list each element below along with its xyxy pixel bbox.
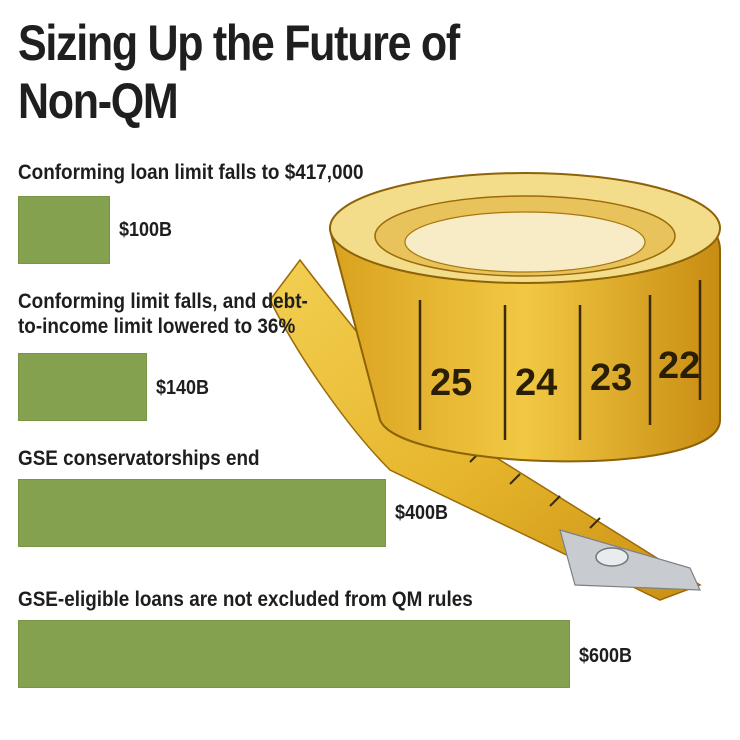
bar bbox=[18, 195, 110, 264]
category-label: Conforming loan limit falls to $417,000 bbox=[18, 161, 364, 184]
bar bbox=[18, 478, 386, 547]
svg-text:25: 25 bbox=[430, 362, 472, 404]
value-label: $100B bbox=[119, 219, 173, 241]
chart-title: Sizing Up the Future of Non-QM bbox=[18, 15, 460, 129]
bar bbox=[18, 352, 147, 421]
value-label: $600B bbox=[579, 645, 633, 667]
category-label: GSE conservatorships end bbox=[18, 447, 260, 470]
category-label: Conforming limit falls, and debt- bbox=[18, 290, 308, 313]
svg-text:23: 23 bbox=[590, 357, 632, 399]
value-label: $140B bbox=[156, 377, 210, 399]
svg-text:24: 24 bbox=[515, 362, 557, 404]
bar bbox=[18, 619, 570, 688]
value-label: $400B bbox=[395, 502, 449, 524]
category-label-line2: to-income limit lowered to 36% bbox=[18, 315, 296, 338]
svg-text:22: 22 bbox=[658, 345, 700, 387]
category-label: GSE-eligible loans are not excluded from… bbox=[18, 588, 473, 611]
